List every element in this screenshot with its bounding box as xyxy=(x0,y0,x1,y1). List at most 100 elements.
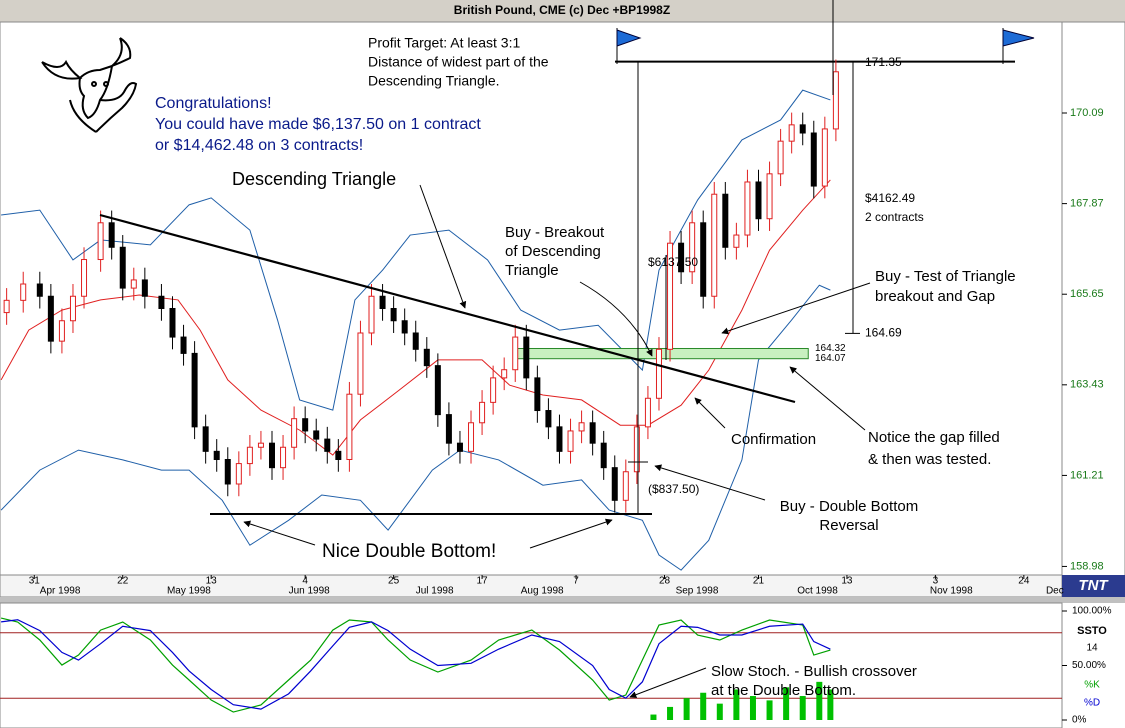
x-tick-label: 22 xyxy=(117,576,129,587)
y-tick-label: 158.98 xyxy=(1070,560,1104,572)
candle-body xyxy=(379,295,386,309)
stoch-tick-label: 50.00% xyxy=(1072,660,1106,671)
arrow xyxy=(694,397,726,429)
x-tick-label: 17 xyxy=(477,576,489,587)
annotation: Profit Target: At least 3:1 xyxy=(368,35,520,51)
annotation: Congratulations! xyxy=(155,95,272,112)
y-tick-label: 167.87 xyxy=(1070,198,1104,210)
candle-body xyxy=(235,463,242,485)
y-tick-label: 165.65 xyxy=(1070,288,1104,300)
month-label: May 1998 xyxy=(167,586,211,597)
candle-body xyxy=(257,442,264,448)
annotation: Reversal xyxy=(819,517,878,534)
bull-logo xyxy=(41,37,138,133)
candle-body xyxy=(47,295,54,342)
candle-body xyxy=(799,124,806,134)
candle-body xyxy=(368,295,375,334)
candle-body xyxy=(766,173,773,220)
candle-body xyxy=(324,438,331,452)
x-tick-label: 7 xyxy=(573,576,579,587)
x-tick-label: 13 xyxy=(841,576,853,587)
candle-body xyxy=(655,348,662,399)
arrow xyxy=(579,281,653,357)
candle-body xyxy=(390,307,397,322)
annotation: or $14,462.48 on 3 contracts! xyxy=(155,137,363,154)
candle-body xyxy=(821,128,828,187)
annotation: Confirmation xyxy=(731,431,816,448)
stoch-bar xyxy=(783,687,790,720)
candle-body xyxy=(291,418,298,448)
candle-body xyxy=(490,377,497,403)
candle-body xyxy=(534,377,541,412)
candle-body xyxy=(169,307,176,338)
candle-body xyxy=(346,393,353,461)
x-tick-label: 4 xyxy=(302,576,308,587)
candle-body xyxy=(667,242,674,350)
arrow xyxy=(629,667,707,699)
arrow xyxy=(243,520,316,546)
candle-body xyxy=(268,442,275,469)
stoch-bar xyxy=(650,714,657,720)
candle-body xyxy=(335,450,342,461)
legend-entry: %K xyxy=(1084,680,1100,691)
flag xyxy=(1002,29,1035,47)
stoch-bar xyxy=(716,703,723,720)
annotation: of Descending xyxy=(505,243,601,260)
candle-body xyxy=(678,242,685,273)
drawings xyxy=(41,0,1035,699)
candle-body xyxy=(556,426,563,452)
arrow xyxy=(654,464,766,501)
arrow xyxy=(789,366,866,431)
x-tick-label: 21 xyxy=(753,576,765,587)
annotation: Descending Triangle xyxy=(232,169,396,189)
stoch-bar xyxy=(827,689,834,720)
stoch-bar xyxy=(683,698,690,720)
candle-body xyxy=(445,414,452,444)
candle-body xyxy=(479,401,486,424)
month-label: Jun 1998 xyxy=(289,586,331,597)
candle-body xyxy=(468,422,475,452)
stop-label: 164.69 xyxy=(865,326,902,340)
candle-body xyxy=(777,140,784,175)
annotation: Notice the gap filled xyxy=(868,429,1000,446)
month-label: Nov 1998 xyxy=(930,586,973,597)
stoch-line xyxy=(1,619,831,710)
candle-body xyxy=(456,442,463,452)
stoch-bar xyxy=(766,700,773,720)
candle-body xyxy=(622,471,629,501)
candle-body xyxy=(578,422,585,432)
target-label: 171.35 xyxy=(865,55,902,69)
x-tick-label: 25 xyxy=(388,576,400,587)
candle-body xyxy=(58,320,65,342)
logo-box xyxy=(1062,575,1125,597)
y-axis-area xyxy=(1061,21,1125,598)
annotation: 2 contracts xyxy=(865,210,924,224)
candle-body xyxy=(213,450,220,461)
stoch-period: 14 xyxy=(1086,643,1098,654)
candle-body xyxy=(141,279,148,297)
candle-body xyxy=(224,459,231,485)
annotation: breakout and Gap xyxy=(875,288,995,305)
candle-body xyxy=(246,446,253,465)
chart-title: British Pound, CME (c) Dec +BP1998Z xyxy=(454,3,670,17)
candle-body xyxy=(722,193,729,248)
gap-label: 164.07 xyxy=(815,353,846,364)
candle-body xyxy=(36,283,43,297)
candle-body xyxy=(81,259,88,297)
annotation: You could have made $6,137.50 on 1 contr… xyxy=(155,116,481,133)
candle-body xyxy=(700,222,707,297)
arrow xyxy=(529,518,613,549)
stoch-bar xyxy=(733,689,740,720)
annotation: Triangle xyxy=(505,262,559,279)
annotation: Buy - Test of Triangle xyxy=(875,268,1016,285)
annotation: Nice Double Bottom! xyxy=(322,541,496,562)
annotation: Slow Stoch. - Bullish crossover xyxy=(711,663,917,680)
stoch-area xyxy=(0,602,1063,728)
candle-body xyxy=(501,369,508,379)
month-label: Apr 1998 xyxy=(40,586,81,597)
stoch-title: SSTO xyxy=(1077,625,1107,637)
month-label: Sep 1998 xyxy=(676,586,719,597)
candle-body xyxy=(434,365,441,416)
candle-body xyxy=(313,430,320,440)
